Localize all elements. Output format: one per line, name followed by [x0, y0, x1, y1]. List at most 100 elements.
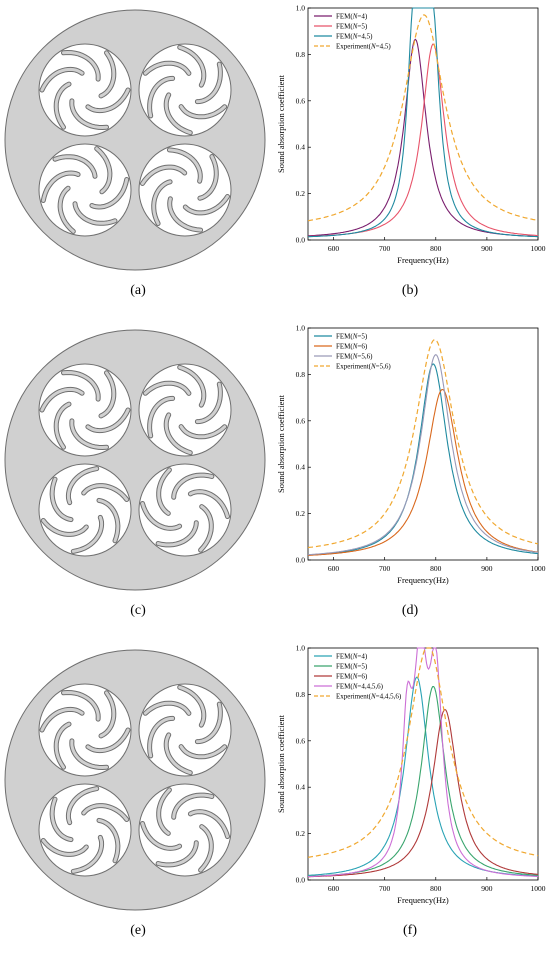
spiral-wall	[141, 502, 182, 530]
spiral-wall	[157, 468, 171, 515]
spiral-wall	[71, 835, 104, 873]
cavity-hole	[38, 363, 132, 457]
x-tick-label: 800	[430, 884, 442, 893]
spiral-wall	[143, 701, 191, 715]
spiral-wall	[41, 519, 88, 536]
y-tick-label: 0.2	[296, 509, 306, 518]
spiral-wall	[66, 467, 99, 505]
spiral-wall	[157, 788, 171, 835]
series-line	[307, 14, 539, 222]
spiral-wall	[167, 148, 202, 183]
series-line	[308, 708, 539, 878]
spiral-wall	[164, 413, 192, 455]
y-tick-label: 0.6	[296, 416, 306, 425]
figure-row-2: 600 700 800 900 1000 0.0 0.2 0.4 0.6 0.8 1.0 Freque…	[0, 320, 550, 635]
spiral-wall	[141, 822, 182, 850]
resonator-cell	[138, 783, 232, 877]
spiral-wall	[178, 685, 206, 727]
spiral-wall	[54, 722, 71, 769]
resonator-cell	[138, 43, 232, 137]
cavity-hole	[38, 43, 132, 137]
legend-label: Experiment(N=5,6)	[336, 363, 391, 371]
x-tick-label: 600	[328, 564, 340, 573]
caption-f: (f)	[403, 923, 417, 938]
resonator-cell	[138, 143, 232, 237]
resonator-cell	[38, 363, 132, 457]
x-tick-label: 1000	[531, 564, 546, 573]
resonator-disk-c	[4, 329, 266, 591]
series-line	[307, 338, 539, 549]
series-line	[307, 647, 539, 858]
series-line	[308, 38, 538, 238]
cavity-hole	[38, 463, 132, 557]
y-tick-label: 0.8	[296, 50, 306, 59]
series-line	[308, 43, 538, 238]
series-line	[307, 354, 539, 556]
spiral-wall	[40, 387, 84, 412]
spiral-wall	[195, 702, 222, 744]
x-tick-label: 700	[379, 244, 391, 253]
spiral-wall	[168, 197, 203, 232]
spiral-wall	[148, 396, 175, 438]
figure-row-3: 600 700 800 900 1000 0.0 0.2 0.4 0.6 0.8 1.0 Freque…	[0, 640, 550, 955]
spiral-wall	[58, 186, 75, 233]
spiral-wall	[86, 728, 130, 753]
outer-plate	[4, 9, 266, 271]
caption-d: (d)	[401, 603, 419, 618]
spiral-wall	[164, 733, 192, 775]
cavity-hole	[138, 363, 232, 457]
y-tick-label: 0.8	[296, 370, 306, 379]
y-tick-label: 0.8	[296, 690, 306, 699]
x-tick-label: 1000	[531, 244, 546, 253]
y-axis-label: Sound absorption coefficient	[276, 74, 286, 173]
spiral-wall	[97, 498, 120, 543]
spiral-wall	[50, 797, 73, 842]
spiral-wall	[86, 408, 130, 433]
y-tick-label: 0.6	[296, 736, 306, 745]
spiral-wall	[172, 473, 214, 499]
x-tick-label: 900	[481, 244, 493, 253]
series-line	[307, 676, 539, 877]
resonator-cell	[138, 363, 232, 457]
spiral-wall	[66, 787, 99, 825]
y-tick-label: 0.4	[296, 463, 306, 472]
resonator-cell	[38, 43, 132, 137]
spiral-wall	[62, 690, 100, 721]
legend-label: FEM(N=4,4,5,6)	[336, 683, 384, 691]
resonator-cell	[138, 463, 232, 557]
spiral-wall	[99, 371, 116, 418]
x-axis-label: Frequency(Hz)	[397, 575, 449, 585]
spiral-wall	[179, 745, 227, 759]
spiral-wall	[178, 45, 206, 87]
spiral-wall	[141, 165, 187, 185]
y-tick-label: 1.0	[296, 644, 306, 653]
y-tick-label: 0.4	[296, 783, 306, 792]
resonator-cell	[138, 683, 232, 777]
spiral-wall	[40, 707, 84, 732]
cavity-hole	[138, 43, 232, 137]
spiral-wall	[54, 82, 71, 129]
absorption-chart-b: 600 700 800 900 1000 0.0 0.2 0.4 0.6 0.8 1.0 Freque…	[276, 4, 546, 266]
spiral-wall	[62, 50, 100, 81]
spiral-wall	[41, 171, 80, 202]
cavity-hole	[138, 143, 232, 237]
y-tick-label: 0.0	[296, 236, 306, 245]
absorption-chart-d: 600 700 800 900 1000 0.0 0.2 0.4 0.6 0.8 1.0 Freque…	[276, 324, 546, 586]
spiral-wall	[53, 155, 97, 178]
spiral-wall	[183, 195, 229, 215]
spiral-wall	[199, 825, 213, 872]
spiral-wall	[99, 691, 116, 738]
spiral-wall	[156, 841, 198, 867]
resonator-disk-e	[4, 649, 266, 911]
spiral-wall	[156, 521, 198, 547]
spiral-wall	[178, 365, 206, 407]
caption-b: (b)	[401, 283, 419, 298]
x-tick-label: 900	[481, 564, 493, 573]
y-tick-label: 1.0	[296, 4, 306, 13]
spiral-wall	[179, 105, 227, 119]
spiral-wall	[148, 76, 175, 118]
spiral-wall	[143, 381, 191, 395]
spiral-wall	[99, 51, 116, 98]
resonator-cell	[38, 783, 132, 877]
spiral-wall	[188, 810, 229, 838]
